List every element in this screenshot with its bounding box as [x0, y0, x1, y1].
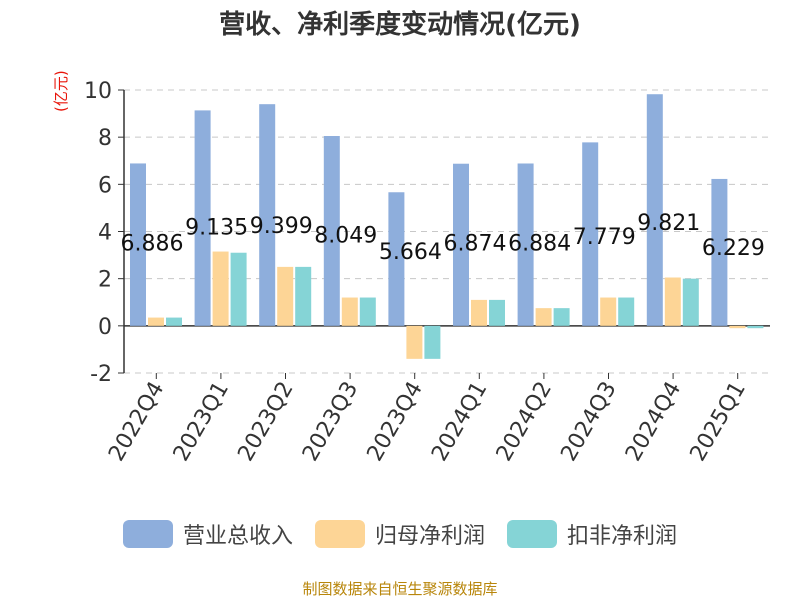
data-label-2025Q1: 6.229 — [702, 236, 765, 261]
legend-swatch-net-profit — [314, 520, 365, 548]
legend: 营业总收入 归母净利润 扣非净利润 — [0, 518, 800, 550]
bar-2024Q4-series-2 — [682, 278, 699, 326]
data-label-2022Q4: 6.886 — [121, 231, 184, 256]
y-tick-label: 2 — [98, 268, 112, 293]
bar-2022Q4-series-0 — [130, 163, 146, 326]
legend-swatch-deducted-net-profit — [507, 520, 557, 548]
legend-item-revenue[interactable]: 营业总收入 — [122, 518, 293, 550]
bars — [130, 94, 764, 359]
chart-title: 营收、净利季度变动情况(亿元) — [219, 10, 581, 40]
x-tick-label: 2023Q2 — [233, 378, 298, 466]
bar-2023Q3-series-2 — [359, 297, 376, 326]
bar-2023Q2-series-1 — [277, 266, 294, 326]
bar-2023Q1-series-0 — [194, 110, 211, 326]
data-label-2023Q2: 9.399 — [250, 214, 313, 239]
bar-2025Q1-series-0 — [711, 178, 728, 326]
bar-2022Q4-series-1 — [148, 317, 164, 326]
data-label-2024Q3: 7.779 — [573, 225, 636, 250]
bar-2024Q4-series-1 — [664, 277, 681, 326]
bar-2025Q1-series-1 — [729, 325, 746, 329]
legend-label-deducted-net-profit: 扣非净利润 — [567, 524, 678, 549]
legend-item-net-profit[interactable]: 归母净利润 — [314, 518, 485, 550]
bar-2024Q1-series-0 — [453, 163, 469, 326]
bar-2023Q4-series-0 — [388, 192, 405, 326]
y-tick-label: 0 — [98, 315, 112, 340]
x-tick-label: 2022Q4 — [104, 378, 169, 466]
bar-2024Q2-series-1 — [535, 308, 552, 326]
legend-item-deducted-net-profit[interactable]: 扣非净利润 — [507, 518, 677, 550]
bar-2023Q4-series-2 — [424, 325, 441, 359]
x-tick-label: 2023Q4 — [363, 378, 428, 466]
data-label-2023Q3: 8.049 — [314, 223, 377, 248]
footer-source: 制图数据来自恒生聚源数据库 — [302, 580, 498, 598]
x-tick-label: 2024Q4 — [621, 378, 686, 466]
bar-2023Q3-series-0 — [323, 136, 340, 326]
x-tick-label: 2025Q1 — [686, 378, 751, 466]
data-label-2024Q1: 6.874 — [444, 231, 507, 256]
bar-2023Q1-series-2 — [230, 252, 247, 326]
x-tick-label: 2023Q1 — [169, 378, 234, 466]
x-tick-label: 2024Q2 — [492, 378, 557, 466]
bar-2024Q4-series-0 — [646, 94, 663, 326]
bar-2024Q3-series-1 — [600, 297, 617, 326]
y-tick-label: 8 — [98, 126, 112, 151]
bar-2023Q4-series-1 — [406, 325, 423, 359]
bar-2023Q1-series-1 — [212, 251, 229, 326]
data-label-2023Q4: 5.664 — [379, 240, 442, 265]
x-tick-label: 2023Q3 — [298, 378, 363, 466]
bar-2024Q2-series-2 — [553, 308, 570, 326]
data-label-2024Q2: 6.884 — [508, 231, 571, 256]
bar-2023Q3-series-1 — [341, 297, 358, 326]
legend-swatch-revenue — [122, 520, 173, 548]
data-label-2023Q1: 9.135 — [185, 216, 248, 241]
y-tick-label: 10 — [84, 79, 112, 104]
y-tick-label: -2 — [90, 362, 112, 387]
y-tick-label: 6 — [98, 173, 112, 198]
bar-2024Q2-series-0 — [517, 163, 534, 326]
bar-2025Q1-series-2 — [747, 325, 764, 329]
bar-2024Q1-series-2 — [489, 299, 505, 326]
data-label-2024Q4: 9.821 — [637, 211, 700, 236]
bar-2022Q4-series-2 — [166, 317, 182, 326]
bar-2023Q2-series-0 — [259, 104, 276, 326]
bar-2024Q3-series-2 — [618, 297, 635, 326]
bar-2023Q2-series-2 — [295, 266, 312, 326]
legend-label-revenue: 营业总收入 — [182, 524, 293, 549]
x-tick-label: 2024Q1 — [427, 378, 492, 466]
legend-label-net-profit: 归母净利润 — [374, 524, 485, 549]
bar-2024Q1-series-1 — [471, 299, 487, 326]
bar-2024Q3-series-0 — [582, 142, 599, 326]
x-tick-label: 2024Q3 — [556, 378, 621, 466]
y-tick-label: 4 — [98, 221, 112, 246]
